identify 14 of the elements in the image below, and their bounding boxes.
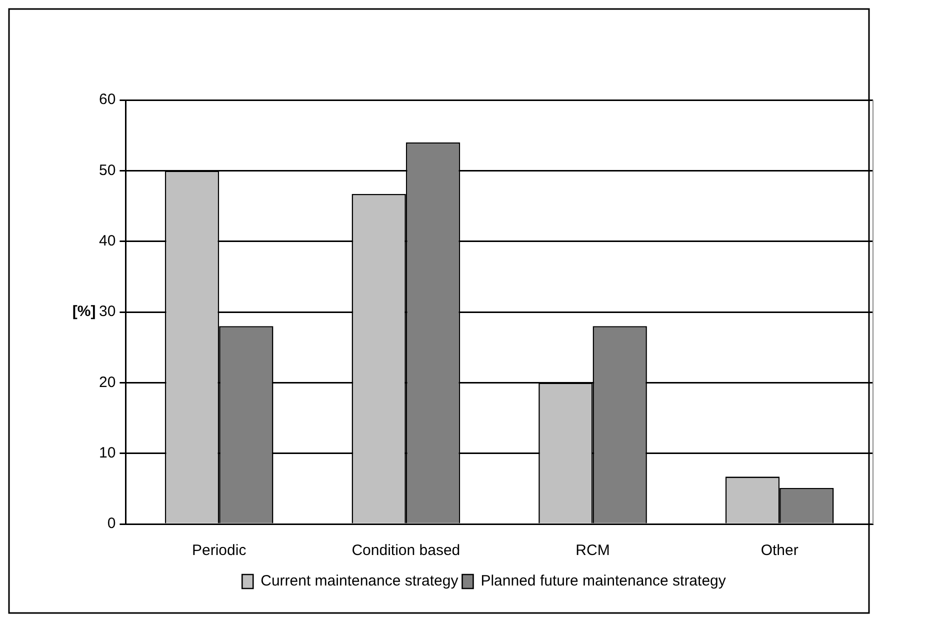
y-tick-label: 60 bbox=[98, 91, 116, 108]
y-tick-label: 20 bbox=[98, 374, 116, 391]
legend-label: Current maintenance strategy bbox=[260, 572, 459, 590]
y-tick-label: 0 bbox=[107, 515, 116, 532]
y-tick-label: 10 bbox=[98, 444, 116, 462]
x-tick-label: RCM bbox=[576, 542, 610, 560]
legend-label: Planned future maintenance strategy bbox=[480, 572, 726, 590]
y-tick-label: 40 bbox=[98, 232, 116, 250]
y-axis-title: [%] bbox=[72, 303, 96, 320]
x-tick-label: Periodic bbox=[192, 542, 247, 560]
x-tick-label: Other bbox=[760, 542, 798, 560]
x-tick-label: Condition based bbox=[352, 542, 460, 560]
y-tick-label: 50 bbox=[98, 162, 116, 179]
y-tick-label: 30 bbox=[98, 303, 116, 320]
